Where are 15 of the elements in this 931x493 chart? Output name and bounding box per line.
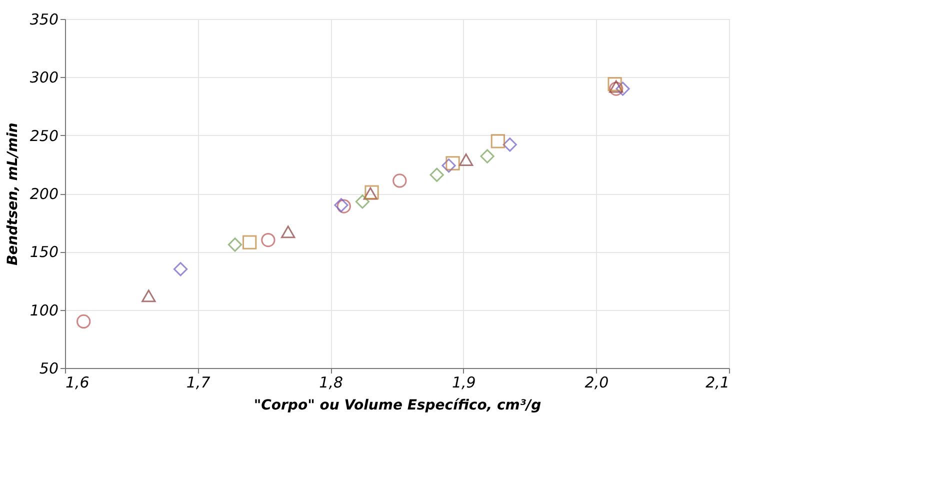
x-tick-label: 1,7 [186, 374, 211, 392]
x-tick-label: 2,1 [706, 374, 730, 392]
x-tick-label: 1,6 [66, 374, 90, 392]
y-tick-label: 300 [30, 68, 58, 87]
y-tick-label: 100 [30, 301, 58, 320]
y-tick-label: 150 [30, 243, 58, 262]
x-tick-label: 1,9 [452, 374, 476, 392]
y-axis-title: Bendtsen, mL/min [4, 122, 21, 266]
y-tick-label: 200 [30, 185, 58, 203]
x-tick-label: 1,8 [319, 374, 344, 392]
x-tick-label: 2,0 [584, 374, 609, 392]
y-tick-label: 250 [30, 126, 58, 145]
y-tick-label: 50 [39, 360, 58, 378]
x-axis-title: "Corpo" ou Volume Específico, cm³/g [254, 398, 542, 414]
y-tick-label: 350 [30, 10, 58, 28]
